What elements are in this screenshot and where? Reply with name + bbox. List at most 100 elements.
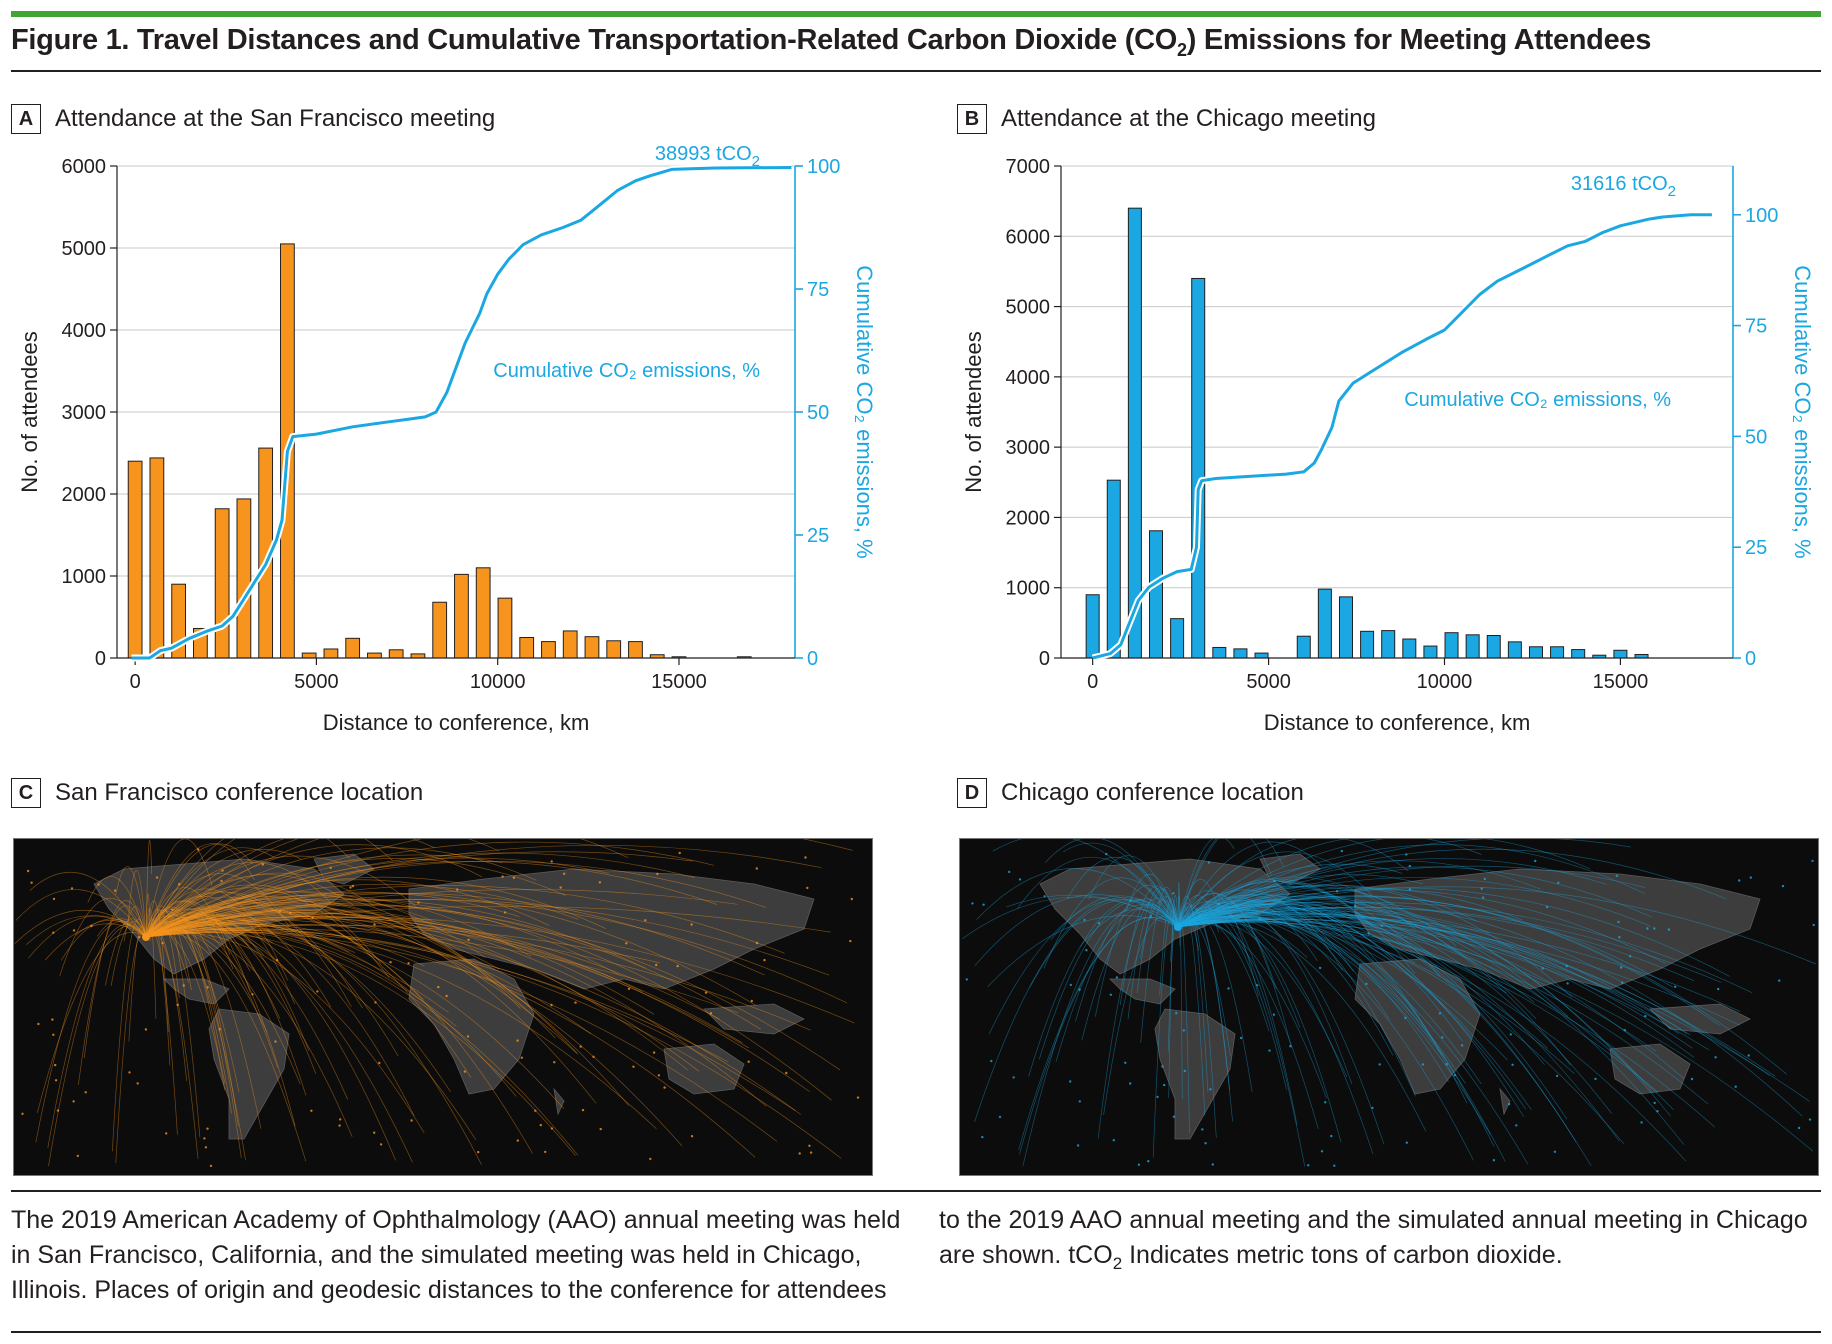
origin-dot (1069, 983, 1072, 987)
origin-dot (1545, 905, 1549, 909)
y-tick-label: 1000 (1006, 578, 1051, 600)
origin-dot (1408, 888, 1412, 891)
route-line (1177, 900, 1463, 1042)
panel-label-c: San Francisco conference location (55, 779, 424, 806)
route-line (145, 900, 169, 1032)
y2-tick-label: 100 (1745, 205, 1778, 227)
route-line (987, 915, 1179, 987)
y-tick-label: 6000 (1006, 226, 1051, 248)
bar (1423, 645, 1438, 659)
origin-dot (550, 1003, 553, 1007)
route-line (145, 911, 579, 1055)
route-line (1177, 921, 1716, 1128)
bar (1381, 630, 1396, 659)
origin-dot (155, 876, 159, 879)
route-line (1177, 917, 1549, 1050)
route-line (145, 879, 550, 938)
landmass (1499, 1087, 1511, 1116)
route-line (1177, 913, 1693, 1049)
route-line (145, 854, 503, 938)
route-line (145, 847, 537, 938)
origin-dot (656, 872, 659, 876)
route-line (1097, 897, 1179, 1139)
bar (519, 637, 535, 659)
route-line (145, 872, 376, 938)
origin-dot (70, 887, 74, 890)
y2-tick-label: 100 (807, 156, 840, 178)
origin-dot (663, 1086, 666, 1089)
origin-dot (339, 1118, 342, 1121)
route-line (1018, 917, 1179, 1151)
route-line (1177, 893, 1571, 1066)
route-line (145, 924, 811, 1031)
route-line (1177, 918, 1810, 1102)
origin-dot (1012, 1076, 1015, 1079)
route-line (1177, 884, 1573, 998)
route-line (1177, 896, 1318, 961)
bar (301, 652, 317, 659)
y-tick-label: 5000 (62, 238, 107, 260)
route-line (145, 916, 700, 1072)
origin-dot (30, 881, 33, 884)
landmass (1259, 853, 1321, 885)
route-line (145, 858, 566, 938)
bar (345, 637, 361, 659)
origin-dot (690, 923, 693, 926)
origin-dot (477, 1150, 480, 1154)
origin-dot (1156, 1095, 1159, 1099)
origin-dot (1078, 988, 1081, 991)
origin-dot (1674, 985, 1677, 988)
route-line (1177, 851, 1373, 928)
origin-dot (1481, 896, 1485, 899)
origin-dot (1175, 1012, 1178, 1015)
origin-dot (1161, 1065, 1164, 1068)
origin-dot (579, 1045, 582, 1048)
x-tick-label: 5000 (294, 671, 339, 693)
origin-dot (274, 1040, 277, 1043)
route-line (145, 903, 761, 1030)
route-line (145, 929, 268, 1033)
cumulative-total-label: 31616 tCO2 (1571, 173, 1676, 200)
route-line (1081, 904, 1179, 1041)
bar (584, 636, 600, 659)
route-line (1177, 915, 1776, 1077)
origin-dot (1557, 881, 1560, 884)
origin-dot (503, 911, 507, 914)
origin-dot (21, 1112, 24, 1115)
route-line (145, 915, 262, 1129)
route-line (1177, 916, 1308, 958)
route-line (1177, 908, 1535, 1003)
origin-dot (1653, 1101, 1656, 1105)
bar (1444, 632, 1459, 659)
route-line (1177, 839, 1482, 928)
origin-dot (161, 941, 164, 945)
landmass (1354, 868, 1761, 990)
route-line (1177, 895, 1720, 1026)
route-line (1177, 839, 1272, 928)
route-line (1177, 880, 1416, 975)
route-line (87, 876, 147, 938)
origin-dot (1509, 1033, 1512, 1036)
route-line (145, 887, 390, 978)
route-line (1043, 877, 1179, 969)
route-line (1177, 916, 1474, 1161)
origin-dot (466, 1035, 470, 1038)
y-tick-label: 7000 (1006, 156, 1051, 178)
origin-dot (76, 1154, 79, 1158)
origin-dot (378, 1061, 381, 1065)
route-line (145, 929, 842, 1159)
landmass (93, 858, 345, 975)
chart-b-attendance-chicago: 0100020003000400050006000700002550751000… (961, 156, 1815, 735)
panel-label-b: Attendance at the Chicago meeting (1001, 105, 1376, 132)
route-line (145, 932, 425, 1133)
route-line (145, 883, 579, 938)
route-line (145, 929, 178, 1135)
origin-dot (1324, 1101, 1327, 1104)
conference-location-marker (1174, 923, 1182, 931)
origin-dot (1069, 1080, 1072, 1083)
route-line (145, 919, 592, 1035)
route-line (145, 909, 500, 970)
origin-dot (1268, 1049, 1271, 1052)
route-line (145, 921, 396, 1161)
